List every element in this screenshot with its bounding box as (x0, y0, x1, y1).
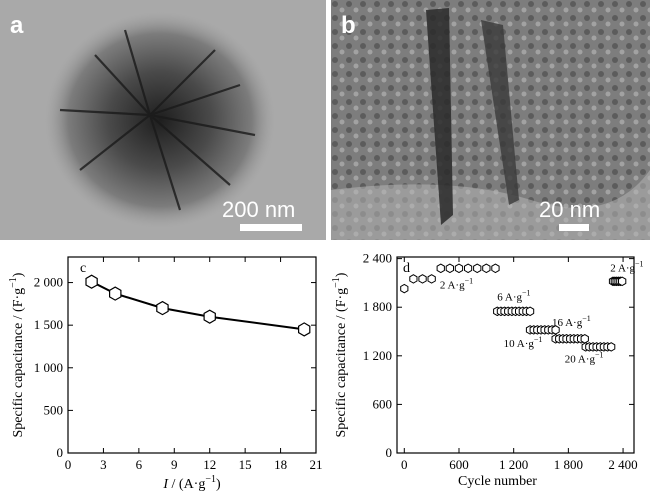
chart-c-y-tick-label: 500 (44, 402, 64, 417)
chart-d-data-point (409, 274, 418, 284)
chart-d-data-point (400, 283, 409, 294)
chart-c-data-point (85, 274, 98, 289)
chart-c-x-tick-label: 0 (65, 457, 72, 472)
chart-d-data-point (454, 263, 464, 274)
chart-d-annotation: 2 A·g−1 (610, 260, 643, 275)
chart-c-x-tick-label: 18 (274, 457, 287, 472)
chart-d-y-tick-label: 0 (386, 445, 393, 460)
chart-d-y-tick-label: 600 (373, 396, 393, 411)
chart-c-series-line (91, 280, 305, 331)
chart-c-data-point (298, 322, 311, 337)
chart-d-panel-label: d (403, 261, 410, 276)
chart-c: 0 3 6 9 12 15 18 21 0 500 1 000 1 500 2 000 c Specif… (8, 256, 323, 492)
chart-d-annotation: 20 A·g−1 (565, 350, 604, 365)
chart-d-x-tick-label: 600 (449, 457, 469, 472)
scale-bar-b (559, 224, 589, 231)
chart-d-x-tick-label: 0 (401, 457, 408, 472)
chart-d-data-point (580, 334, 589, 344)
chart-d-annotation: 10 A·g−1 (504, 335, 543, 350)
chart-d-data-point (445, 263, 454, 274)
panel-label-a: a (10, 12, 24, 39)
chart-c-y-tick-label: 2 000 (34, 275, 63, 290)
chart-d-data-point (418, 274, 427, 284)
chart-c-y-tick-label: 1 500 (34, 317, 63, 332)
chart-d-annotation: 2 A·g−1 (440, 277, 473, 292)
chart-c-x-axis-label: I / (A·g−1) (162, 474, 221, 492)
chart-d-annotation: 6 A·g−1 (497, 289, 530, 304)
chart-d-x-tick-label: 2 400 (608, 457, 637, 472)
chart-c-points (85, 274, 311, 337)
chart-c-data-point (156, 300, 169, 316)
chart-d-data-point (525, 306, 535, 317)
chart-d-data-point (464, 263, 473, 274)
chart-c-y-tick-label: 1 000 (34, 360, 63, 375)
chart-d-data-point (607, 342, 616, 352)
chart-d-axes: 0 600 1 200 1 800 2 400 0 600 1 200 1 800 2 400 (363, 251, 638, 472)
chart-c-data-point (203, 309, 216, 324)
chart-c-x-tick-label: 21 (310, 457, 323, 472)
chart-c-x-tick-label: 15 (239, 457, 252, 472)
scale-bar-a (240, 224, 302, 231)
chart-c-data-point (108, 286, 122, 301)
charts-c-d: 0 3 6 9 12 15 18 21 0 500 1 000 1 500 2 000 c Specif… (8, 251, 644, 492)
tem-image-a: a 200 nm (0, 0, 326, 240)
chart-c-x-tick-label: 9 (171, 457, 178, 472)
chart-d-data-point (436, 263, 445, 274)
chart-d-y-axis-label: Specific capacitance / (F·g−1) (331, 272, 349, 437)
chart-d-data-point (427, 274, 436, 284)
chart-d-data-point (482, 263, 491, 274)
chart-d-x-tick-label: 1 800 (554, 457, 583, 472)
chart-d-y-tick-label: 1 800 (363, 299, 392, 314)
chart-c-y-tick-label: 0 (57, 445, 64, 460)
scale-bar-label-a: 200 nm (222, 197, 296, 222)
chart-d-data-point (618, 276, 627, 287)
chart-d-points (400, 263, 627, 352)
chart-d-data-point (491, 263, 500, 274)
chart-c-panel-label: c (80, 261, 86, 276)
chart-d-x-tick-label: 1 200 (499, 457, 528, 472)
chart-c-x-tick-label: 6 (136, 457, 143, 472)
tem-image-b-drawing (331, 0, 650, 240)
chart-d-y-tick-label: 1 200 (363, 348, 392, 363)
chart-d: 0 600 1 200 1 800 2 400 0 600 1 200 1 800 2 400 2… (331, 251, 644, 489)
scale-bar-label-b: 20 nm (539, 197, 601, 222)
chart-c-y-axis-label: Specific capacitance / (F·g−1) (8, 272, 26, 437)
tem-image-b: b 20 nm (331, 0, 650, 240)
panel-label-b: b (341, 12, 356, 39)
chart-d-annotations: 2 A·g−1 6 A·g−1 10 A·g−1 16 A·g−1 20 A·g−1 2 … (440, 260, 644, 366)
chart-d-data-point (473, 263, 482, 274)
tem-image-a-drawing (45, 12, 275, 228)
chart-c-axes: 0 3 6 9 12 15 18 21 0 500 1 000 1 500 2 000 (34, 257, 323, 472)
chart-d-x-axis-label: Cycle number (458, 474, 537, 489)
chart-c-frame (67, 256, 317, 454)
chart-d-annotation: 16 A·g−1 (552, 314, 591, 329)
chart-d-frame (396, 256, 635, 454)
chart-c-x-tick-label: 3 (100, 457, 107, 472)
chart-d-y-tick-label: 2 400 (363, 251, 392, 266)
chart-c-x-tick-label: 12 (203, 457, 216, 472)
